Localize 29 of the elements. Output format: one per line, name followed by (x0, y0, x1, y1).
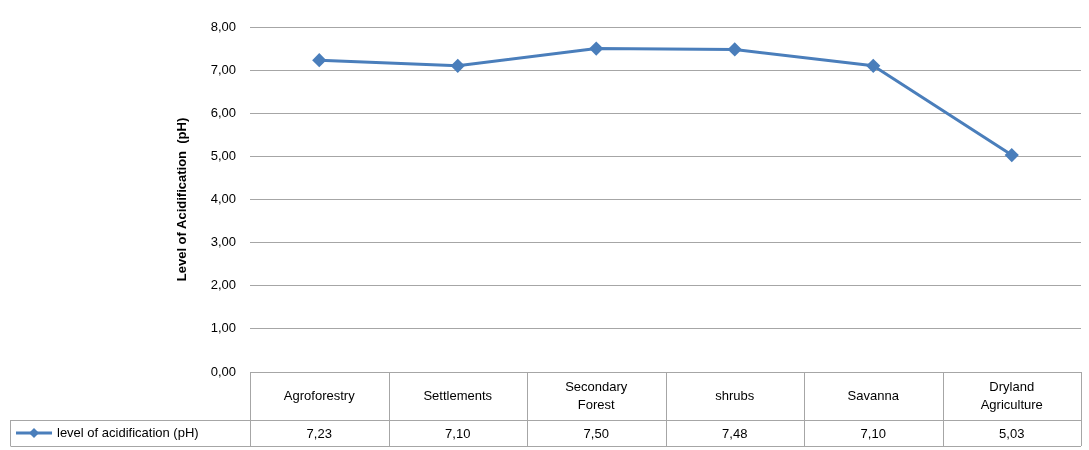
y-tick-label: 7,00 (210, 61, 236, 77)
y-tick-label: 4,00 (210, 191, 236, 207)
data-label: 7,23 (306, 425, 332, 441)
y-tick-label: 0,00 (210, 363, 236, 379)
x-tick-label: Dryland Agriculture (980, 378, 1043, 412)
x-tick-label: shrubs (715, 387, 755, 403)
point (1005, 148, 1019, 162)
y-tick-label: 1,00 (210, 320, 236, 336)
y-tick-label: 5,00 (210, 147, 236, 163)
x-tick-label: Savanna (847, 387, 900, 403)
data-label: 7,10 (445, 425, 471, 441)
point (589, 42, 603, 56)
data-label: 5,03 (999, 425, 1025, 441)
data-label: 7,10 (860, 425, 886, 441)
data-label: 7,50 (583, 425, 609, 441)
x-tick-label: Agroforestry (283, 387, 356, 403)
y-tick-label: 3,00 (210, 234, 236, 250)
point (728, 42, 742, 56)
point (451, 59, 465, 73)
point (312, 53, 326, 67)
y-tick-label: 2,00 (210, 277, 236, 293)
y-axis-title: Level of Acidification (pH) (173, 117, 189, 282)
y-tick-label: 6,00 (210, 104, 236, 120)
x-tick-label: Settlements (423, 387, 493, 403)
y-tick-label: 8,00 (210, 18, 236, 34)
point (866, 59, 880, 73)
x-tick-label: Secondary Forest (565, 378, 628, 412)
legend-label: level of acidification (pH) (57, 424, 199, 440)
data-label: 7,48 (722, 425, 748, 441)
